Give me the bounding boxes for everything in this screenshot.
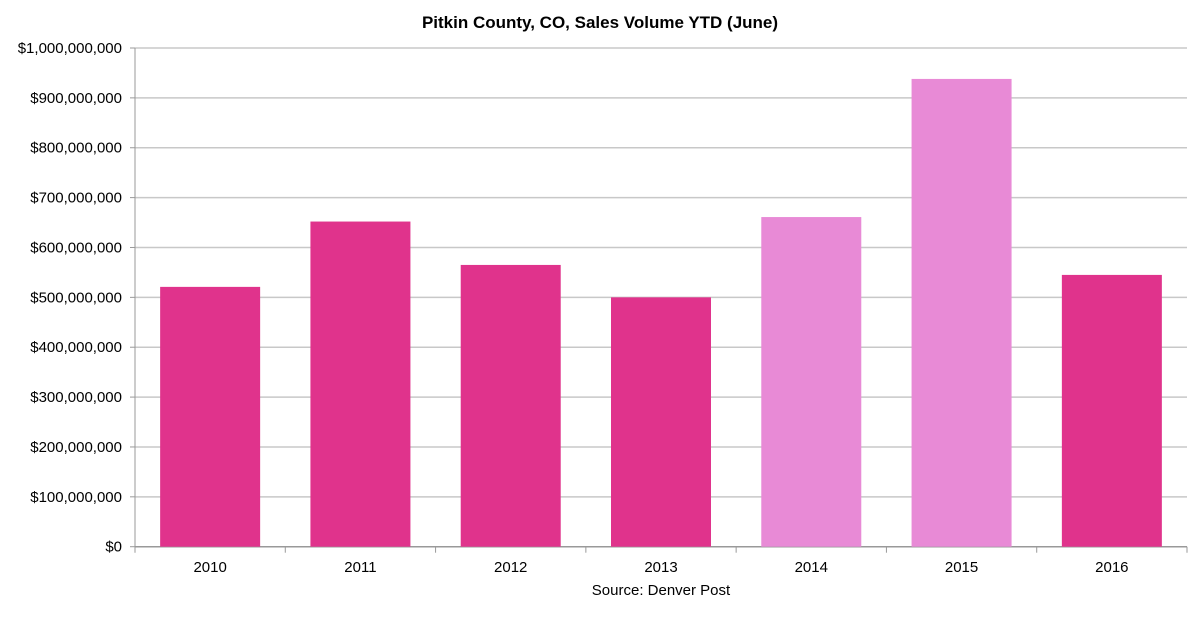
x-tick-label: 2011 (344, 559, 376, 576)
bar-2015 (911, 78, 1012, 547)
x-tick-label: 2012 (494, 559, 527, 576)
x-tick-label: 2016 (1095, 559, 1128, 576)
x-axis: 2010 2011 2012 2013 2014 2015 2016 (193, 559, 1128, 576)
y-tick-label: $800,000,000 (30, 140, 122, 157)
y-tick-label: $0 (105, 539, 122, 556)
x-tick-label: 2015 (945, 559, 978, 576)
bar-2010 (160, 286, 261, 547)
y-tick-label: $300,000,000 (30, 389, 122, 406)
y-tick-label: $700,000,000 (30, 190, 122, 207)
y-tick-label: $500,000,000 (30, 289, 122, 306)
y-tick-label: $1,000,000,000 (18, 40, 122, 57)
y-tick-label: $100,000,000 (30, 489, 122, 506)
bar-2016 (1061, 274, 1162, 547)
bar-2013 (611, 297, 711, 547)
y-tick-label: $600,000,000 (30, 239, 122, 256)
bar-2011 (310, 221, 411, 547)
y-axis: $0 $100,000,000 $200,000,000 $300,000,000 $4… (18, 40, 122, 556)
x-tick-label: 2010 (193, 559, 226, 576)
bar-2012 (460, 264, 561, 547)
y-tick-label: $200,000,000 (30, 439, 122, 456)
y-tick-label: $900,000,000 (30, 90, 122, 107)
x-tick-label: 2014 (795, 559, 828, 576)
bars (160, 78, 1162, 547)
chart-title: Pitkin County, CO, Sales Volume YTD (Jun… (422, 13, 778, 32)
bar-2014 (761, 217, 862, 547)
y-tick-label: $400,000,000 (30, 339, 122, 356)
x-axis-label: Source: Denver Post (592, 582, 731, 599)
x-tick-label: 2013 (644, 559, 677, 576)
